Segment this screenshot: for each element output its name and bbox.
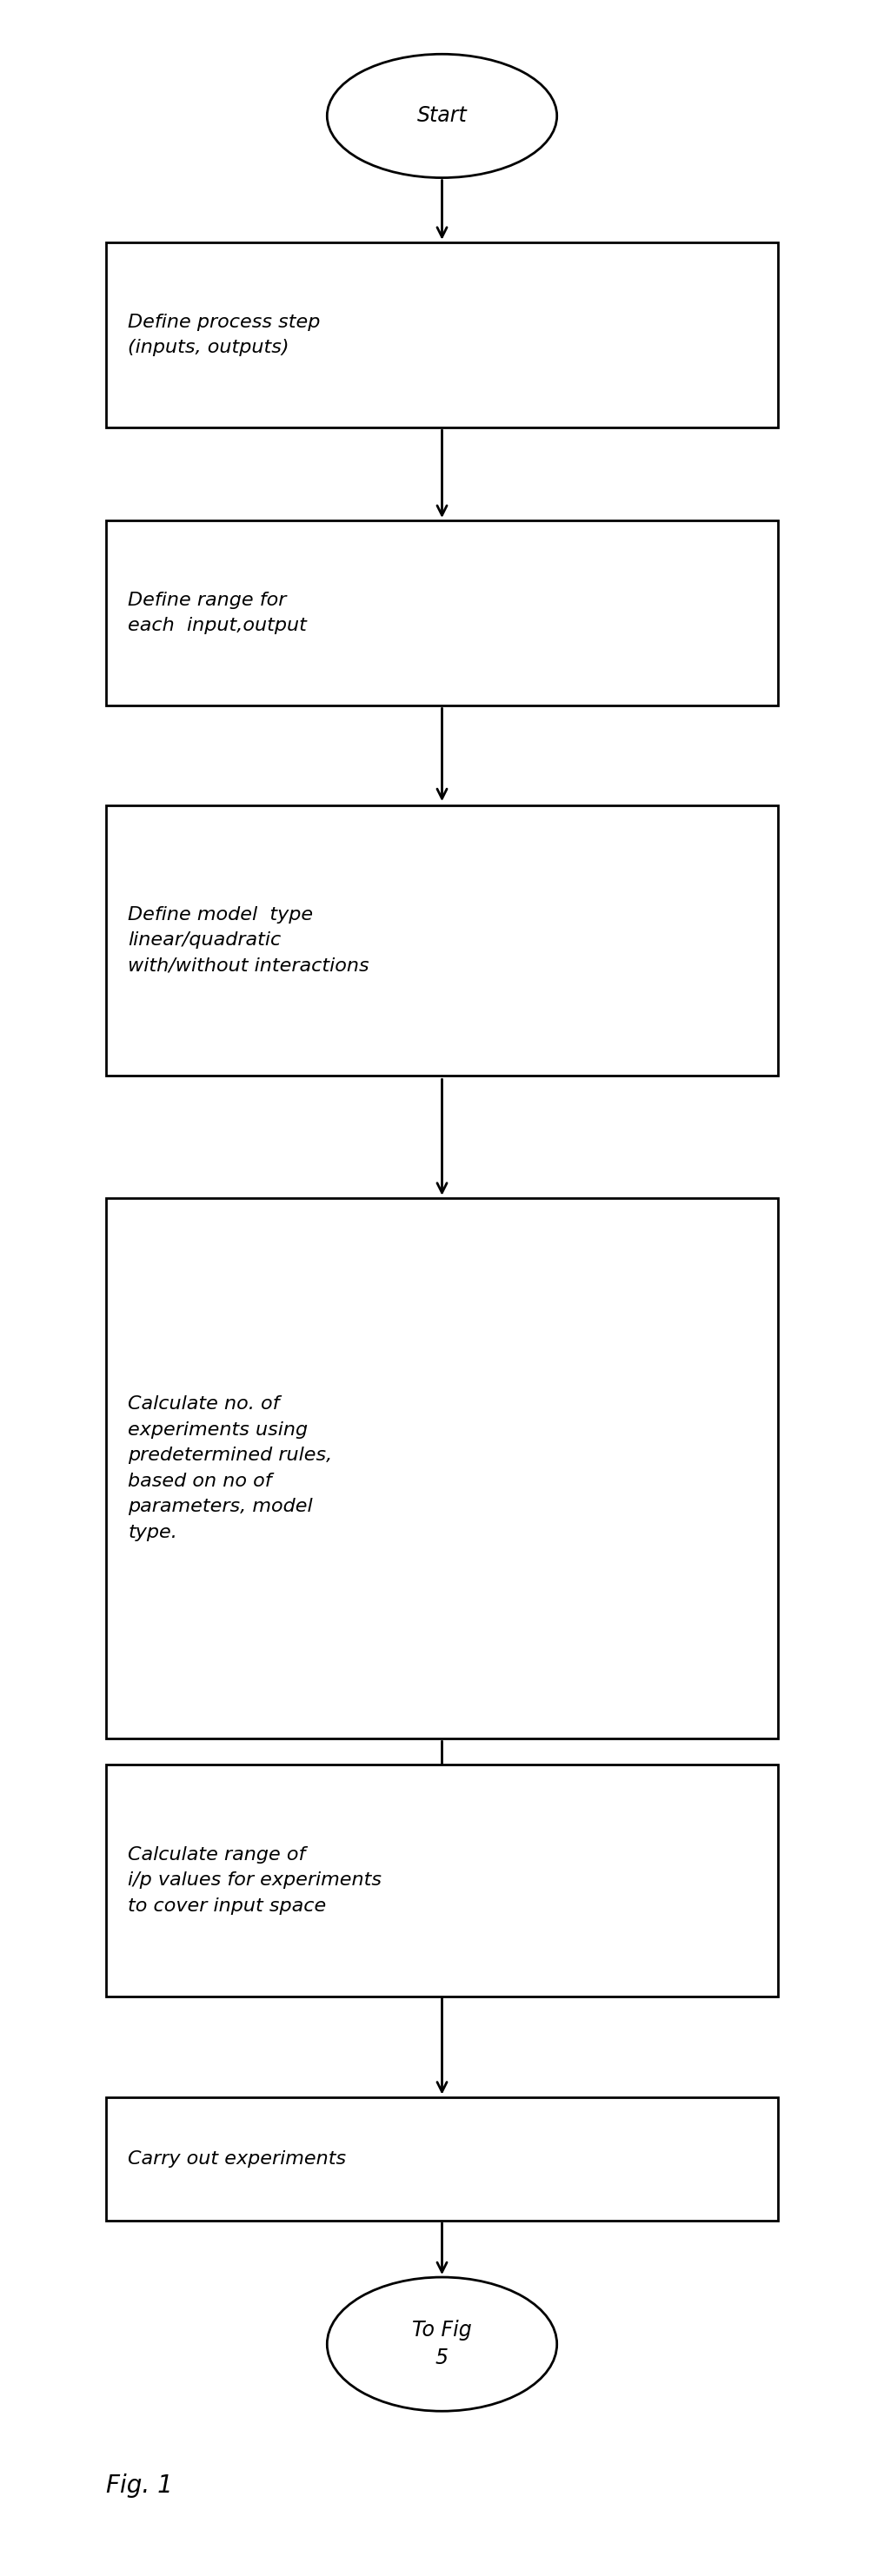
Text: Calculate no. of
experiments using
predetermined rules,
based on no of
parameter: Calculate no. of experiments using prede… <box>128 1396 332 1540</box>
Ellipse shape <box>327 2277 557 2411</box>
Text: To Fig
5: To Fig 5 <box>412 2321 472 2367</box>
Ellipse shape <box>327 54 557 178</box>
Text: Carry out experiments: Carry out experiments <box>128 2151 347 2166</box>
FancyBboxPatch shape <box>106 520 778 706</box>
FancyBboxPatch shape <box>106 242 778 428</box>
Text: Define process step
(inputs, outputs): Define process step (inputs, outputs) <box>128 314 321 355</box>
Text: Define range for
each  input,output: Define range for each input,output <box>128 592 307 634</box>
Text: Start: Start <box>417 106 467 126</box>
Text: Fig. 1: Fig. 1 <box>106 2473 172 2499</box>
Text: Calculate range of
i/p values for experiments
to cover input space: Calculate range of i/p values for experi… <box>128 1847 382 1914</box>
Text: Define model  type
linear/quadratic
with/without interactions: Define model type linear/quadratic with/… <box>128 907 370 974</box>
FancyBboxPatch shape <box>106 2097 778 2221</box>
FancyBboxPatch shape <box>106 1198 778 1739</box>
FancyBboxPatch shape <box>106 804 778 1077</box>
FancyBboxPatch shape <box>106 1765 778 1996</box>
